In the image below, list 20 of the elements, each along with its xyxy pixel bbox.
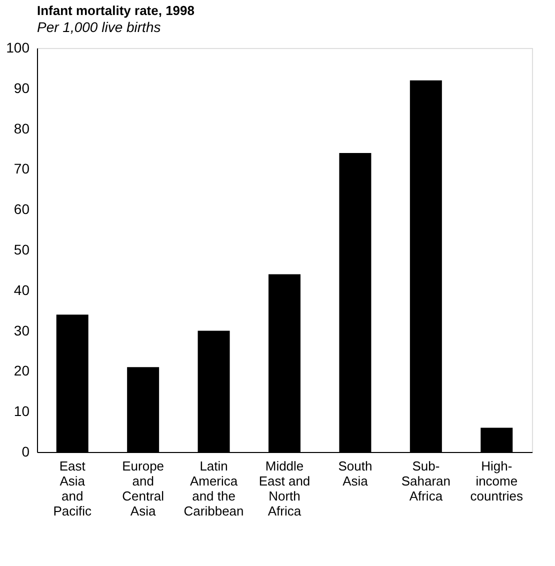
y-tick-label: 0 <box>22 444 30 460</box>
x-tick-label: Latin America and the Caribbean <box>184 458 244 518</box>
y-tick-label: 70 <box>14 160 30 177</box>
y-tick-label: 90 <box>14 80 30 96</box>
y-tick-label: 80 <box>14 120 30 136</box>
x-tick-label: High- income countries <box>470 458 524 504</box>
y-tick-label: 20 <box>14 362 30 379</box>
chart-title: Infant mortality rate, 1998 <box>37 3 194 18</box>
x-tick-label: Middle East and North Africa <box>258 458 310 518</box>
x-tick-label: South Asia <box>338 458 372 488</box>
x-tick-label: East Asia and Pacific <box>53 458 92 518</box>
y-tick-label: 100 <box>6 40 30 56</box>
y-tick-label: 60 <box>14 201 30 218</box>
chart-subtitle: Per 1,000 live births <box>37 19 161 35</box>
y-tick-label: 50 <box>14 242 30 258</box>
y-tick-label: 40 <box>14 282 30 298</box>
x-tick-label: Sub- Saharan Africa <box>401 458 451 504</box>
y-tick-label: 30 <box>14 322 30 338</box>
x-tick-label: Europe and Central Asia <box>122 458 164 518</box>
y-tick-label: 10 <box>14 403 30 420</box>
